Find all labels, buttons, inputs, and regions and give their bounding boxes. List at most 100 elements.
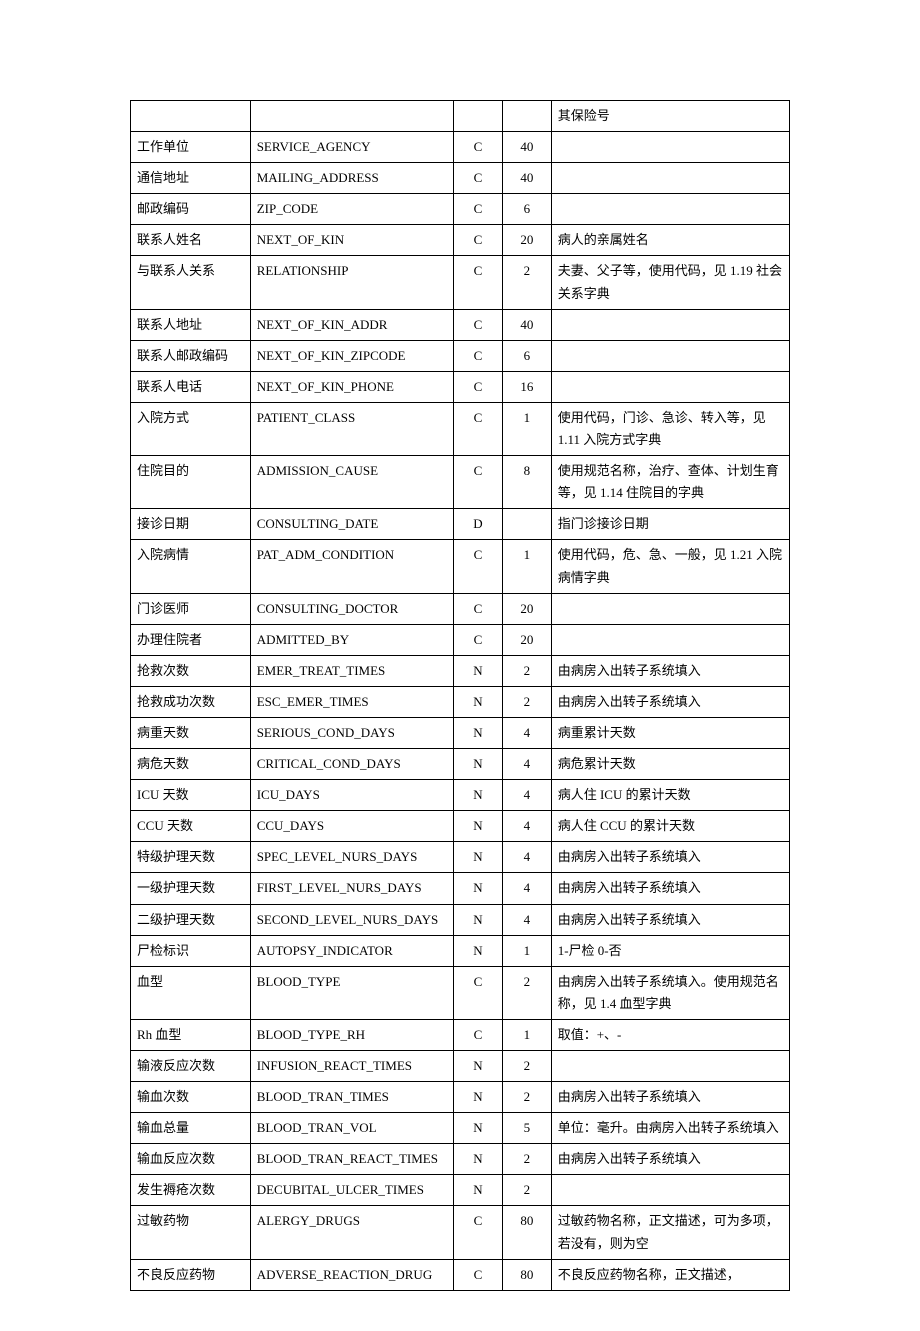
table-row: 接诊日期CONSULTING_DATED指门诊接诊日期 bbox=[131, 509, 790, 540]
field-english-name: ADMITTED_BY bbox=[250, 624, 453, 655]
field-description: 由病房入出转子系统填入 bbox=[551, 904, 789, 935]
field-description bbox=[551, 132, 789, 163]
table-row: 病重天数SERIOUS_COND_DAYSN4病重累计天数 bbox=[131, 717, 790, 748]
field-chinese-name: 住院目的 bbox=[131, 456, 251, 509]
field-description bbox=[551, 1051, 789, 1082]
field-length: 4 bbox=[502, 873, 551, 904]
field-description: 取值：+、- bbox=[551, 1019, 789, 1050]
field-description bbox=[551, 624, 789, 655]
table-row: 一级护理天数FIRST_LEVEL_NURS_DAYSN4由病房入出转子系统填入 bbox=[131, 873, 790, 904]
field-length: 8 bbox=[502, 456, 551, 509]
field-type: C bbox=[454, 256, 503, 309]
table-row: 抢救次数EMER_TREAT_TIMESN2由病房入出转子系统填入 bbox=[131, 655, 790, 686]
field-type: C bbox=[454, 340, 503, 371]
field-chinese-name: 尸检标识 bbox=[131, 935, 251, 966]
field-length: 20 bbox=[502, 624, 551, 655]
table-row: 特级护理天数SPEC_LEVEL_NURS_DAYSN4由病房入出转子系统填入 bbox=[131, 842, 790, 873]
field-chinese-name: 输血总量 bbox=[131, 1113, 251, 1144]
table-row: 联系人地址NEXT_OF_KIN_ADDRC40 bbox=[131, 309, 790, 340]
table-row: 发生褥疮次数DECUBITAL_ULCER_TIMESN2 bbox=[131, 1175, 790, 1206]
table-row: 联系人姓名NEXT_OF_KINC20病人的亲属姓名 bbox=[131, 225, 790, 256]
field-english-name: PAT_ADM_CONDITION bbox=[250, 540, 453, 593]
field-chinese-name: 与联系人关系 bbox=[131, 256, 251, 309]
field-chinese-name: 一级护理天数 bbox=[131, 873, 251, 904]
table-row: 输血反应次数BLOOD_TRAN_REACT_TIMESN2由病房入出转子系统填… bbox=[131, 1144, 790, 1175]
field-chinese-name: 门诊医师 bbox=[131, 593, 251, 624]
field-length: 2 bbox=[502, 1144, 551, 1175]
field-description: 使用代码，危、急、一般，见 1.21 入院病情字典 bbox=[551, 540, 789, 593]
field-length: 2 bbox=[502, 655, 551, 686]
field-chinese-name: 通信地址 bbox=[131, 163, 251, 194]
field-english-name: SERVICE_AGENCY bbox=[250, 132, 453, 163]
table-row: 输血次数BLOOD_TRAN_TIMESN2由病房入出转子系统填入 bbox=[131, 1082, 790, 1113]
field-chinese-name: 联系人邮政编码 bbox=[131, 340, 251, 371]
field-length: 4 bbox=[502, 811, 551, 842]
field-description: 夫妻、父子等，使用代码，见 1.19 社会关系字典 bbox=[551, 256, 789, 309]
table-row: 其保险号 bbox=[131, 101, 790, 132]
field-chinese-name: 输血次数 bbox=[131, 1082, 251, 1113]
field-chinese-name: Rh 血型 bbox=[131, 1019, 251, 1050]
field-english-name: NEXT_OF_KIN_PHONE bbox=[250, 371, 453, 402]
table-row: Rh 血型BLOOD_TYPE_RHC1取值：+、- bbox=[131, 1019, 790, 1050]
field-type: N bbox=[454, 780, 503, 811]
field-type: N bbox=[454, 749, 503, 780]
field-english-name: CONSULTING_DOCTOR bbox=[250, 593, 453, 624]
field-chinese-name: 不良反应药物 bbox=[131, 1259, 251, 1290]
field-chinese-name: 接诊日期 bbox=[131, 509, 251, 540]
field-length: 2 bbox=[502, 686, 551, 717]
field-description bbox=[551, 163, 789, 194]
field-length: 20 bbox=[502, 593, 551, 624]
field-description bbox=[551, 593, 789, 624]
field-length: 1 bbox=[502, 1019, 551, 1050]
field-english-name: NEXT_OF_KIN bbox=[250, 225, 453, 256]
field-type: N bbox=[454, 1113, 503, 1144]
field-english-name: SECOND_LEVEL_NURS_DAYS bbox=[250, 904, 453, 935]
field-description: 病人的亲属姓名 bbox=[551, 225, 789, 256]
field-chinese-name: 发生褥疮次数 bbox=[131, 1175, 251, 1206]
field-type: N bbox=[454, 904, 503, 935]
field-description: 由病房入出转子系统填入 bbox=[551, 842, 789, 873]
field-type: C bbox=[454, 1019, 503, 1050]
field-description: 由病房入出转子系统填入 bbox=[551, 873, 789, 904]
field-type bbox=[454, 101, 503, 132]
table-row: CCU 天数CCU_DAYSN4病人住 CCU 的累计天数 bbox=[131, 811, 790, 842]
field-type: C bbox=[454, 309, 503, 340]
field-description: 单位：毫升。由病房入出转子系统填入 bbox=[551, 1113, 789, 1144]
table-row: 住院目的ADMISSION_CAUSEC8使用规范名称，治疗、查体、计划生育等，… bbox=[131, 456, 790, 509]
field-chinese-name: 二级护理天数 bbox=[131, 904, 251, 935]
field-english-name: INFUSION_REACT_TIMES bbox=[250, 1051, 453, 1082]
field-length: 2 bbox=[502, 1051, 551, 1082]
field-length: 4 bbox=[502, 904, 551, 935]
field-length: 6 bbox=[502, 340, 551, 371]
field-type: N bbox=[454, 873, 503, 904]
field-length: 6 bbox=[502, 194, 551, 225]
field-english-name: EMER_TREAT_TIMES bbox=[250, 655, 453, 686]
field-type: N bbox=[454, 1144, 503, 1175]
field-length: 1 bbox=[502, 402, 551, 455]
field-type: N bbox=[454, 717, 503, 748]
table-row: ICU 天数ICU_DAYSN4病人住 ICU 的累计天数 bbox=[131, 780, 790, 811]
field-length: 80 bbox=[502, 1206, 551, 1259]
field-english-name: ADMISSION_CAUSE bbox=[250, 456, 453, 509]
field-description: 其保险号 bbox=[551, 101, 789, 132]
field-english-name: CCU_DAYS bbox=[250, 811, 453, 842]
field-length bbox=[502, 101, 551, 132]
field-description: 病危累计天数 bbox=[551, 749, 789, 780]
field-description: 由病房入出转子系统填入 bbox=[551, 1144, 789, 1175]
table-row: 二级护理天数SECOND_LEVEL_NURS_DAYSN4由病房入出转子系统填… bbox=[131, 904, 790, 935]
field-type: N bbox=[454, 1175, 503, 1206]
field-type: C bbox=[454, 593, 503, 624]
field-english-name: ADVERSE_REACTION_DRUG bbox=[250, 1259, 453, 1290]
field-type: C bbox=[454, 132, 503, 163]
table-row: 门诊医师CONSULTING_DOCTORC20 bbox=[131, 593, 790, 624]
field-description: 由病房入出转子系统填入。使用规范名称，见 1.4 血型字典 bbox=[551, 966, 789, 1019]
table-row: 工作单位SERVICE_AGENCYC40 bbox=[131, 132, 790, 163]
field-chinese-name: 入院方式 bbox=[131, 402, 251, 455]
field-length: 40 bbox=[502, 309, 551, 340]
field-type: N bbox=[454, 1082, 503, 1113]
field-type: C bbox=[454, 540, 503, 593]
field-type: C bbox=[454, 1206, 503, 1259]
field-type: N bbox=[454, 1051, 503, 1082]
field-length: 1 bbox=[502, 540, 551, 593]
field-chinese-name: 病重天数 bbox=[131, 717, 251, 748]
